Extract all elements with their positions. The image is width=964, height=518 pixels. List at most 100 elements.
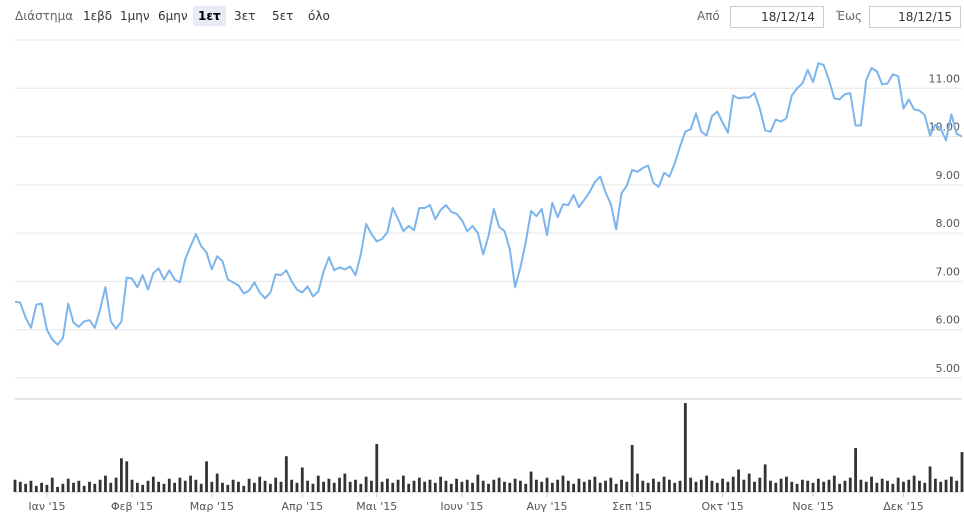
volume-bar <box>604 480 607 492</box>
volume-bar <box>428 479 432 492</box>
volume-bar <box>284 456 288 492</box>
volume-bar <box>322 481 325 492</box>
volume-bar <box>109 482 113 492</box>
volume-bar <box>859 479 863 492</box>
volume-bar <box>960 452 964 492</box>
volume-bar <box>912 475 916 492</box>
range-button[interactable]: 6μην <box>158 9 188 23</box>
range-button[interactable]: 1εβδ <box>83 9 113 23</box>
volume-bar <box>104 475 107 492</box>
volume-bar <box>896 477 900 492</box>
x-tick-label: Ιαν '15 <box>28 500 65 513</box>
volume-bar <box>82 485 86 492</box>
volume-bar <box>742 479 746 492</box>
volume-bar <box>311 483 315 492</box>
volume-bar <box>731 476 735 492</box>
volume-bar <box>832 475 836 492</box>
volume-bar <box>157 481 161 492</box>
volume-bar <box>24 483 28 492</box>
x-tick-label: Απρ '15 <box>281 500 323 513</box>
range-button[interactable]: 1ετ <box>193 6 226 26</box>
y-tick-label: 11.00 <box>929 72 961 85</box>
volume-bar <box>524 483 528 492</box>
volume-bar <box>348 481 352 492</box>
volume-bar <box>380 481 384 492</box>
volume-bar <box>519 480 522 492</box>
volume-bar <box>848 477 852 492</box>
volume-bar <box>34 485 38 492</box>
to-label: Έως <box>836 9 863 23</box>
volume-bar <box>45 484 49 492</box>
volume-bar <box>412 480 416 492</box>
volume-bar <box>652 478 655 492</box>
volume-bar <box>540 481 544 492</box>
range-button[interactable]: όλο <box>308 9 330 23</box>
y-tick-label: 5.00 <box>936 362 961 375</box>
volume-bar <box>891 483 895 492</box>
volume-bar <box>508 482 512 492</box>
volume-bar <box>370 480 373 492</box>
volume-bar <box>614 483 618 492</box>
volume-bar <box>492 479 496 492</box>
x-tick-label: Φεβ '15 <box>111 500 153 513</box>
volume-bar <box>332 482 336 492</box>
volume-bar <box>295 482 299 492</box>
volume-bar <box>93 483 97 492</box>
volume-bar <box>705 475 709 492</box>
to-date-input[interactable]: 18/12/15 <box>869 6 961 28</box>
volume-bar <box>274 477 278 492</box>
volume-bar <box>407 483 411 492</box>
volume-bar <box>785 476 788 492</box>
volume-bar <box>572 483 576 492</box>
volume-bar <box>513 478 517 492</box>
volume-bar <box>173 482 177 492</box>
volume-bar <box>130 479 134 492</box>
volume-bar <box>646 482 650 492</box>
volume-bar <box>327 478 331 492</box>
volume-bar <box>338 477 341 492</box>
from-date-input[interactable]: 18/12/14 <box>730 6 824 28</box>
volume-bar <box>923 482 927 492</box>
volume-bar <box>779 478 783 492</box>
volume-bar <box>933 478 937 492</box>
volume-bar <box>391 482 395 492</box>
volume-bar <box>598 482 602 492</box>
volume-bar <box>471 482 474 492</box>
volume-bar <box>279 481 283 492</box>
volume-bar <box>683 403 687 492</box>
volume-bar <box>56 486 59 492</box>
volume-bar <box>886 480 889 492</box>
volume-bar <box>609 477 613 492</box>
x-tick-label: Σεπ '15 <box>612 500 652 513</box>
range-button[interactable]: 3ετ <box>234 9 256 23</box>
volume-bar <box>588 479 591 492</box>
x-tick-label: Μαρ '15 <box>190 500 234 513</box>
volume-bar <box>503 481 506 492</box>
volume-bar <box>242 485 246 492</box>
volume-bar <box>114 477 118 492</box>
volume-bar <box>120 458 123 492</box>
range-button[interactable]: 5ετ <box>272 9 294 23</box>
volume-bar <box>800 479 804 492</box>
volume-bar <box>870 476 873 492</box>
volume-bar <box>556 479 560 492</box>
volume-bar <box>231 479 235 492</box>
volume-bar <box>417 477 421 492</box>
volume-bar <box>529 471 533 492</box>
volume-bar <box>854 448 857 492</box>
volume-bar <box>263 480 267 492</box>
volume-bar <box>306 480 310 492</box>
x-tick-label: Δεκ '15 <box>883 500 923 513</box>
range-button[interactable]: 1μην <box>120 9 150 23</box>
volume-bar <box>221 482 224 492</box>
volume-bar <box>72 482 75 492</box>
volume-bar <box>247 478 251 492</box>
volume-bar <box>806 480 810 492</box>
volume-bar <box>880 478 884 492</box>
volume-bar <box>316 475 320 492</box>
volume-bar <box>449 483 453 492</box>
volume-bar <box>625 481 629 492</box>
volume-bar <box>210 481 214 492</box>
